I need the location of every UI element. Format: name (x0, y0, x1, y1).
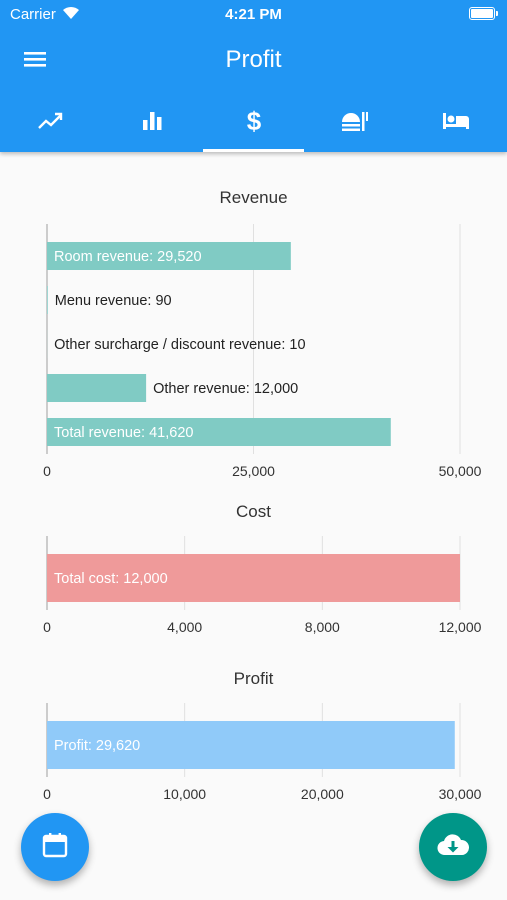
data-label: Total cost: 12,000 (54, 571, 168, 587)
bar (47, 554, 460, 602)
data-label: Total revenue: 41,620 (54, 425, 193, 441)
page-title: Profit (225, 46, 282, 73)
report-content: Revenue 0 25,000 50,000 Room revenue: 29,52… (0, 152, 507, 900)
app-bar: Carrier 4:21 PM Profit $ (0, 0, 507, 152)
tick-label: 0 (43, 786, 51, 802)
data-label: Other revenue: 12,000 (153, 381, 298, 397)
data-label: Menu revenue: 90 (55, 293, 172, 309)
tab-profit[interactable]: $ (202, 95, 305, 152)
cost-chart: 0 4,000 8,000 12,000 Total cost: 12,000 (43, 536, 482, 635)
trending-up-icon (37, 111, 64, 136)
tab-room[interactable] (406, 95, 507, 152)
date-range-button[interactable] (21, 813, 89, 881)
dollar-icon: $ (245, 106, 263, 140)
tab-bar-chart[interactable] (101, 95, 202, 152)
revenue-chart: 0 25,000 50,000 Room revenue: 29,520 Menu re… (43, 224, 482, 479)
data-label: Profit: 29,620 (54, 738, 140, 754)
data-label: Room revenue: 29,520 (54, 249, 202, 265)
tick-label: 0 (43, 463, 51, 479)
calendar-icon (41, 831, 69, 864)
tick-label: 10,000 (163, 786, 206, 802)
tab-trend[interactable] (0, 95, 101, 152)
tick-label: 12,000 (439, 619, 482, 635)
battery-icon (469, 7, 498, 20)
wifi-icon (62, 4, 80, 24)
bar (47, 242, 291, 270)
data-label: Other surcharge / discount revenue: 10 (54, 337, 305, 353)
revenue-chart-title: Revenue (219, 188, 288, 207)
tick-label: 30,000 (439, 786, 482, 802)
export-button[interactable] (419, 813, 487, 881)
tick-label: 0 (43, 619, 51, 635)
tick-label: 20,000 (301, 786, 344, 802)
bar (47, 374, 147, 402)
tick-label: 4,000 (167, 619, 202, 635)
tick-label: 25,000 (232, 463, 275, 479)
bar (47, 286, 48, 314)
bar (47, 418, 391, 446)
cost-chart-title: Cost (236, 502, 271, 521)
tick-label: 50,000 (439, 463, 482, 479)
status-time: 4:21 PM (225, 6, 282, 23)
tick-label: 8,000 (305, 619, 340, 635)
svg-text:$: $ (246, 107, 261, 135)
bed-icon (442, 111, 470, 136)
profit-chart: 0 10,000 20,000 30,000 Profit: 29,620 (43, 703, 482, 802)
bar (47, 721, 455, 769)
menu-icon[interactable] (18, 44, 52, 74)
tab-bar: $ (0, 95, 507, 152)
status-bar: Carrier 4:21 PM (0, 0, 507, 28)
cloud-download-icon (437, 833, 470, 862)
food-icon (341, 109, 369, 138)
tab-food[interactable] (304, 95, 405, 152)
profit-chart-title: Profit (233, 669, 274, 688)
carrier-label: Carrier (10, 6, 56, 23)
bar-chart-icon (141, 110, 163, 137)
